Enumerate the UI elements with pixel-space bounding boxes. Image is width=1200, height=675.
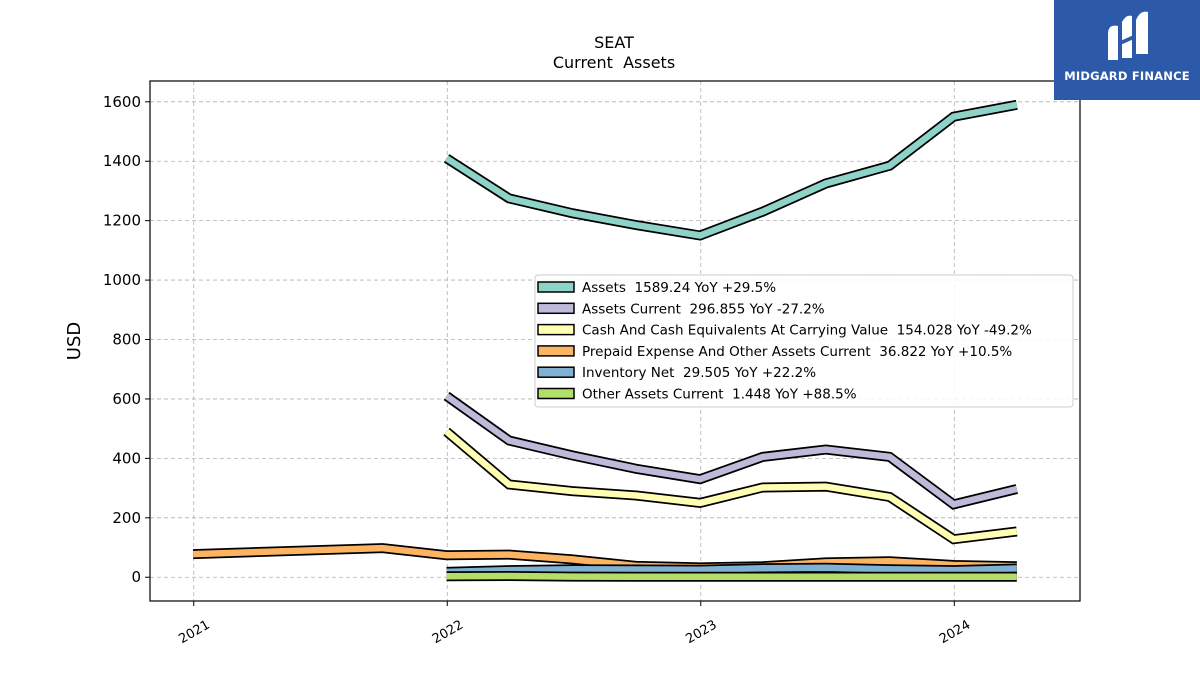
series-line: [443, 391, 1018, 510]
legend-entry: Cash And Cash Equivalents At Carrying Va…: [582, 323, 1032, 339]
series-line-fill: [444, 101, 1018, 239]
legend-entry: Other Assets Current 1.448 YoY +88.5%: [582, 387, 857, 403]
plot-frame: [149, 80, 1081, 602]
legend-entry: Prepaid Expense And Other Assets Current…: [582, 344, 1012, 360]
x-tick-label: 2024: [937, 618, 973, 648]
legend-swatch: [537, 323, 575, 336]
series-layer: [192, 99, 1018, 582]
legend-swatch: [537, 281, 575, 293]
x-tick-label: 2023: [683, 618, 719, 648]
series-line: [446, 570, 1017, 582]
x-tick-label: 2021: [176, 618, 212, 648]
legend-entry: Assets 1589.24 YoY +29.5%: [582, 280, 776, 296]
series-line-fill: [444, 393, 1018, 508]
series-line: [443, 427, 1018, 545]
y-tick-label: 600: [112, 390, 141, 408]
y-tick-label: 1000: [103, 271, 141, 289]
legend-swatch: [537, 387, 575, 400]
brand-logo: MIDGARD FINANCE: [1054, 0, 1200, 100]
legend-entry: Inventory Net 29.505 YoY +22.2%: [582, 365, 816, 381]
y-tick-label: 1200: [103, 212, 141, 230]
series-line-fill: [446, 564, 1017, 576]
legend: Assets 1589.24 YoY +29.5% Assets Current …: [534, 274, 1074, 408]
series-line-fill: [446, 572, 1017, 581]
legend-box: [534, 274, 1074, 408]
midgard-logo-icon: [1108, 11, 1148, 60]
chart-title: SEAT: [594, 33, 634, 52]
series-line-outline: [443, 99, 1018, 241]
y-axis-label: USD: [64, 322, 85, 360]
legend-swatch: [537, 345, 575, 357]
series-line-fill: [444, 429, 1018, 543]
legend-swatch: [537, 302, 575, 315]
legend-entry: Assets Current 296.855 YoY -27.2%: [582, 301, 825, 317]
y-tick-label: 200: [112, 509, 141, 527]
x-tick-label: 2022: [430, 618, 466, 648]
y-tick-label: 400: [112, 449, 141, 467]
y-tick-label: 800: [112, 331, 141, 349]
chart-subtitle: Current Assets: [553, 53, 675, 72]
brand-name: MIDGARD FINANCE: [1064, 69, 1190, 83]
series-line: [446, 562, 1017, 577]
legend-swatch: [537, 366, 575, 378]
y-tick-label: 0: [131, 568, 141, 586]
series-line: [443, 99, 1018, 241]
y-tick-label: 1600: [103, 93, 141, 111]
y-tick-label: 1400: [103, 152, 141, 170]
